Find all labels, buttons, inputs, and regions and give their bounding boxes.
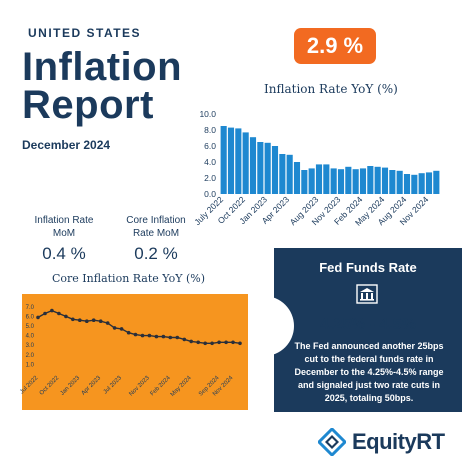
core-point [64,314,68,319]
title-line-1: Inflation [22,45,183,89]
mom-label: Inflation Rate MoM [24,214,104,240]
yoy-bar [227,127,235,194]
yoy-ytick-label: 4.0 [204,157,216,167]
yoy-bar [323,164,330,194]
brand-logo[interactable]: EquityRT [318,428,445,456]
core-point [85,319,89,324]
core-ytick-label: 1.0 [26,362,35,368]
yoy-bar [396,170,403,194]
yoy-ytick-label: 2.0 [204,173,216,183]
yoy-bar [433,170,440,194]
yoy-bar [411,174,418,194]
core-point [50,308,54,313]
brand-name: EquityRT [352,429,445,454]
yoy-bar [308,168,315,194]
mom-value: 0.4 % [42,244,86,263]
core-point [43,311,47,316]
yoy-bar [374,166,381,194]
mom-label-line-1: Inflation Rate [34,215,94,226]
core-point [126,330,131,335]
fed-description: The Fed announced another 25bps cut to t… [294,341,444,403]
yoy-bar [315,164,323,194]
yoy-bar [271,146,279,194]
core-point [168,335,173,340]
yoy-ytick-label: 10.0 [199,109,216,119]
core-point [119,327,124,331]
core-point [112,326,117,330]
core-point [78,318,82,323]
core-ytick-label: 7.0 [26,305,35,311]
yoy-bar [264,142,271,194]
yoy-bar [249,137,257,194]
yoy-bar [301,170,308,194]
report-title: Inflation Report [22,45,183,127]
fed-funds-panel: Fed Funds Rate The Fed announced another… [274,248,462,412]
yoy-bar [279,154,286,194]
yoy-ytick-label: 8.0 [204,125,216,135]
core-ytick-label: 3.0 [26,343,35,349]
core-point [133,332,138,337]
yoy-bar [381,167,389,194]
yoy-bar [293,162,301,194]
core-chart-title: Core Inflation Rate YoY (%) [52,272,206,285]
core-point [98,319,103,324]
core-point [231,340,235,345]
bank-icon [356,284,378,304]
yoy-bar [330,168,337,194]
core-point [182,337,187,342]
yoy-bar [286,154,293,194]
core-ytick-label: 4.0 [26,334,35,340]
core-point [71,317,75,322]
yoy-bar [418,173,425,194]
yoy-bar [337,169,345,194]
equityrt-logo-icon [318,428,346,456]
core-point [36,315,40,320]
core-point [210,341,214,346]
fed-title: Fed Funds Rate [319,260,417,275]
yoy-bar [257,142,264,194]
title-line-2: Report [22,83,154,127]
yoy-bar [242,132,249,194]
yoy-bar [403,174,411,194]
report-period: December 2024 [22,138,111,152]
yoy-bar [359,168,367,194]
yoy-bar [235,128,242,194]
yoy-bar [345,166,352,194]
yoy-ytick-label: 0.0 [204,189,216,199]
core-point [189,339,193,344]
yoy-bar [220,126,227,194]
core-point [161,334,166,339]
core-point [217,340,221,345]
core-point [175,335,180,340]
yoy-bar [425,172,433,194]
core-point [147,333,152,338]
yoy-chart-title: Inflation Rate YoY (%) [264,82,398,96]
core-point [224,340,228,345]
core-mom-label-line-1: Core Inflation [126,215,186,226]
core-point [140,333,145,338]
core-mom-label: Core Inflation Rate MoM [114,214,198,240]
yoy-ytick-label: 6.0 [204,141,216,151]
mom-label-line-2: MoM [52,228,76,239]
core-ytick-label: 5.0 [26,324,35,330]
core-point [238,341,242,346]
core-ytick-label: 2.0 [26,353,35,359]
fed-rate-range: 4.25% - 4.5% [319,316,417,333]
core-point [105,321,110,325]
yoy-bar [367,166,374,194]
yoy-bar [352,169,359,194]
core-point [154,334,159,339]
core-mom-label-line-2: Rate MoM [132,228,180,239]
core-ytick-label: 6.0 [26,314,35,320]
headline-rate-badge: 2.9 % [294,28,376,64]
country-label: UNITED STATES [28,26,142,40]
core-point [91,318,96,323]
core-point [196,340,200,345]
core-point [57,311,61,316]
core-point [203,341,207,346]
yoy-bar [389,170,396,194]
core-mom-value: 0.2 % [134,244,178,263]
